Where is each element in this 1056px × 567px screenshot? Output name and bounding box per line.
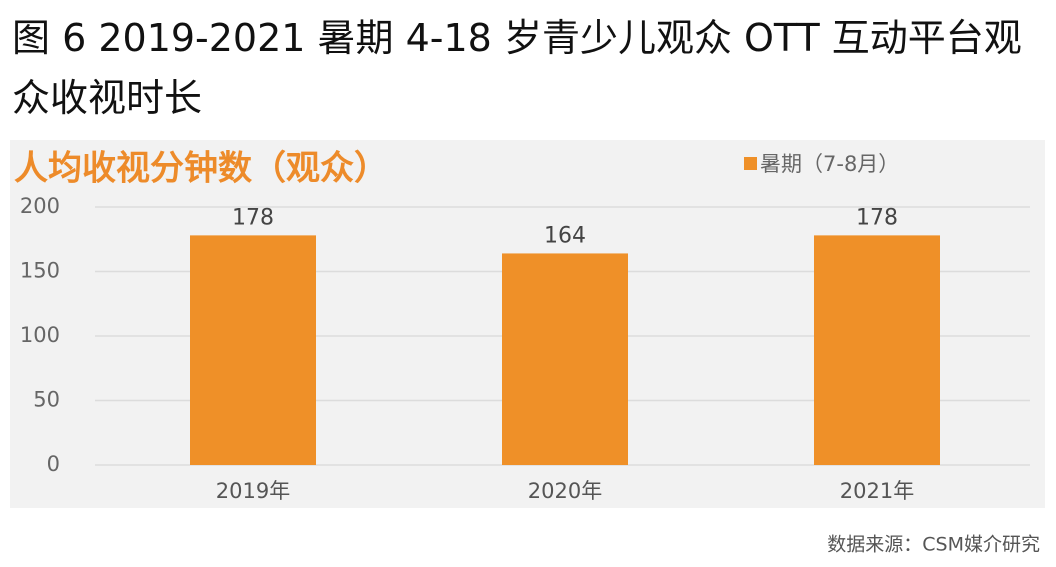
x-tick-label: 2020年 bbox=[528, 479, 602, 503]
y-tick-label: 150 bbox=[20, 259, 60, 283]
y-tick-label: 0 bbox=[47, 452, 60, 476]
data-label: 164 bbox=[544, 223, 586, 248]
x-tick-label: 2021年 bbox=[840, 479, 914, 503]
legend-label: 暑期（7-8月） bbox=[760, 152, 899, 176]
bar bbox=[502, 253, 628, 465]
source-note: 数据来源：CSM媒介研究 bbox=[827, 534, 1040, 556]
y-tick-label: 50 bbox=[33, 388, 60, 412]
bar bbox=[814, 235, 940, 465]
legend-swatch bbox=[744, 157, 757, 170]
x-tick-label: 2019年 bbox=[216, 479, 290, 503]
chart-subtitle: 人均收视分钟数（观众） bbox=[14, 149, 388, 189]
y-tick-label: 100 bbox=[20, 323, 60, 347]
bar bbox=[190, 235, 316, 465]
chart-title: 图 6 2019-2021 暑期 4-18 岁青少儿观众 OTT 互动平台观众收… bbox=[12, 16, 1022, 120]
data-label: 178 bbox=[856, 205, 898, 230]
y-tick-label: 200 bbox=[20, 194, 60, 218]
data-label: 178 bbox=[232, 205, 274, 230]
